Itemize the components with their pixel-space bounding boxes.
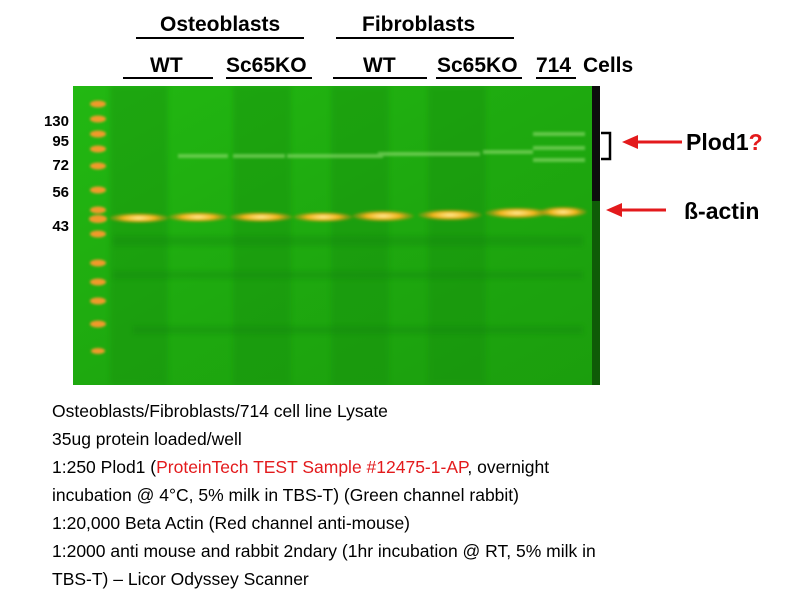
mw-marker-56: 56 <box>52 184 69 201</box>
lane-label-ko-osteo: Sc65KO <box>226 54 307 77</box>
actin-label: ß-actin <box>684 198 760 224</box>
lane-underline-ko-fibro <box>436 77 522 79</box>
mw-marker-130: 130 <box>43 113 69 130</box>
plod1-label: Plod1? <box>686 129 763 156</box>
lane-underline-wt-osteo <box>123 77 213 79</box>
lane-underline-714 <box>536 77 576 79</box>
lane-label-wt-osteo: WT <box>150 54 183 77</box>
cells-label: Cells <box>583 54 634 77</box>
notes-line-5: 1:20,000 Beta Actin (Red channel anti-mo… <box>52 513 410 533</box>
lane-underline-wt-fibro <box>333 77 427 79</box>
notes-line-1: Osteoblasts/Fibroblasts/714 cell line Ly… <box>52 401 388 421</box>
mw-marker-72: 72 <box>52 157 69 174</box>
fibroblasts-header: Fibroblasts <box>362 13 476 36</box>
plod1-bracket <box>601 131 612 161</box>
mw-marker-95: 95 <box>52 133 69 150</box>
mw-marker-43: 43 <box>52 218 69 235</box>
osteoblasts-underline <box>136 37 304 39</box>
notes-line-7: TBS-T) – Licor Odyssey Scanner <box>52 569 309 589</box>
lane-underline-ko-osteo <box>226 77 312 79</box>
lane-label-wt-fibro: WT <box>363 54 396 77</box>
actin-arrow-icon <box>606 203 666 217</box>
notes-line-2: 35ug protein loaded/well <box>52 429 242 449</box>
notes-line-3-end: , overnight <box>467 457 550 477</box>
lane-label-ko-fibro: Sc65KO <box>437 54 518 77</box>
notes-line-3-start: 1:250 Plod1 ( <box>52 457 157 477</box>
plod1-question-mark: ? <box>748 129 763 155</box>
antibody-sample-id: ProteinTech TEST Sample #12475-1-AP <box>156 457 468 477</box>
notes-line-3: 1:250 Plod1 (ProteinTech TEST Sample #12… <box>52 453 792 481</box>
fibroblasts-underline <box>336 37 514 39</box>
lane-label-714: 714 <box>536 54 572 77</box>
osteoblasts-header: Osteoblasts <box>160 13 281 36</box>
western-blot-image <box>73 86 600 385</box>
protocol-notes: Osteoblasts/Fibroblasts/714 cell line Ly… <box>52 397 792 593</box>
plod1-arrow-icon <box>622 135 682 149</box>
notes-line-6: 1:2000 anti mouse and rabbit 2ndary (1hr… <box>52 541 596 561</box>
notes-line-4: incubation @ 4°C, 5% milk in TBS-T) (Gre… <box>52 485 519 505</box>
plod1-text: Plod1 <box>686 129 749 155</box>
